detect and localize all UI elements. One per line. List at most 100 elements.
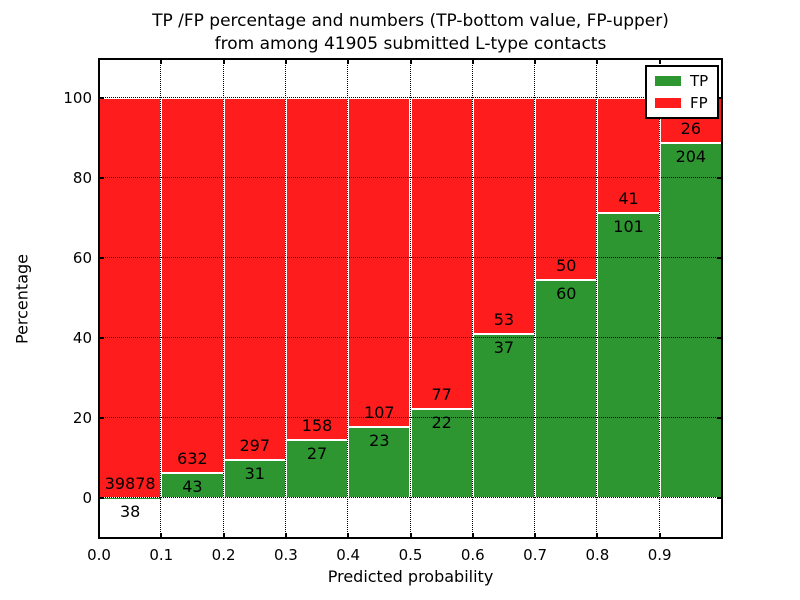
x-tick-mark [596, 59, 599, 64]
y-tick-mark [99, 177, 104, 179]
gridline-vertical [222, 59, 224, 538]
y-tick-mark [99, 497, 104, 499]
tp-legend-label: TP [690, 72, 709, 90]
y-tick-mark [717, 257, 722, 259]
gridline-vertical [160, 59, 162, 538]
y-tick-label: 0 [82, 489, 92, 507]
fp-count-label: 632 [177, 448, 208, 468]
x-tick-mark [658, 59, 661, 64]
fp-count-label: 77 [431, 385, 452, 405]
gridline-horizontal [99, 177, 722, 178]
y-tick-mark [99, 257, 104, 259]
tp-count-label: 204 [675, 147, 707, 167]
tp-count-label: 43 [182, 476, 203, 496]
y-tick-label: 60 [72, 249, 92, 267]
bar-segment-fp [348, 98, 411, 428]
gridline-vertical [471, 59, 473, 538]
fp-count-label: 297 [239, 436, 271, 456]
x-tick-label: 0.7 [523, 546, 548, 564]
bar-segment-fp [285, 98, 349, 440]
fp-count-label: 158 [301, 415, 333, 435]
y-tick-mark [99, 417, 104, 419]
y-tick-mark [717, 177, 722, 179]
x-axis-label: Predicted probability [327, 567, 494, 586]
x-tick-mark [534, 533, 537, 538]
x-tick-mark [160, 59, 163, 64]
x-tick-mark [409, 59, 412, 64]
y-axis-label: Percentage [12, 253, 32, 345]
x-tick-label: 0.4 [336, 546, 361, 564]
bars-layer [99, 59, 722, 538]
fp-count-label: 41 [618, 189, 639, 209]
annotations-layer: 39878 38 632 43 297 31 158 27 107 23 77 22 53 37 50 60 4… [99, 59, 722, 538]
fp-legend-label: FP [690, 94, 708, 112]
x-tick-label: 0.0 [87, 546, 111, 564]
y-tick-mark [717, 417, 722, 419]
x-tick-mark [409, 533, 412, 538]
gridline-vertical [409, 59, 411, 538]
x-tick-mark [160, 533, 163, 538]
gridline-horizontal [99, 337, 722, 338]
gridline-horizontal [99, 497, 722, 498]
y-tick-label: 20 [72, 409, 92, 427]
bar-segment-tp [659, 143, 722, 498]
fp-count-label: 26 [680, 119, 702, 139]
x-tick-label: 0.6 [460, 546, 485, 564]
y-tick-mark [99, 337, 104, 339]
gridline-vertical [534, 59, 536, 538]
bar-segment-tp [597, 213, 660, 498]
x-tick-label: 0.1 [149, 546, 174, 564]
chart-title-line1: TP /FP percentage and numbers (TP-bottom… [152, 11, 669, 31]
tp-count-label: 101 [613, 217, 644, 237]
x-tick-label: 0.2 [211, 546, 236, 564]
y-tick-label: 40 [72, 329, 92, 347]
x-tick-mark [471, 533, 474, 538]
chart-title: TP /FP percentage and numbers (TP-bottom… [99, 10, 722, 56]
tp-count-label: 60 [556, 283, 577, 303]
gridline-horizontal [99, 417, 722, 418]
legend-item-fp: FP [647, 92, 717, 114]
y-tick-mark [99, 97, 104, 99]
x-tick-label: 0.5 [398, 546, 423, 564]
fp-count-label: 39878 [104, 473, 156, 493]
gridline-horizontal [99, 97, 722, 98]
tp-count-label: 22 [431, 413, 452, 433]
legend-item-tp: TP [647, 70, 717, 92]
tp-count-label: 23 [369, 431, 390, 451]
x-tick-mark [596, 533, 599, 538]
x-tick-mark [222, 533, 225, 538]
chart-title-line2: from among 41905 submitted L-type contac… [214, 34, 607, 54]
x-tick-label: 0.9 [647, 546, 672, 564]
tp-count-label: 38 [119, 501, 141, 521]
plot-area: 39878 38 632 43 297 31 158 27 107 23 77 22 53 37 50 60 4… [98, 58, 723, 539]
bar-segment-tp [410, 409, 473, 498]
y-tick-label: 80 [72, 169, 92, 187]
gridline-vertical [347, 59, 349, 538]
gridline-horizontal [99, 257, 722, 258]
bar-segment-fp [161, 98, 224, 473]
bar-segment-tp [535, 279, 598, 498]
bar-segment-fp [223, 98, 286, 461]
x-tick-mark [347, 533, 350, 538]
fp-legend-swatch-icon [655, 98, 681, 108]
fp-count-label: 50 [556, 255, 577, 275]
fp-count-label: 53 [493, 309, 515, 329]
y-tick-mark [717, 337, 722, 339]
x-tick-label: 0.8 [585, 546, 610, 564]
x-tick-mark [284, 59, 287, 64]
gridline-vertical [596, 59, 598, 538]
gridline-vertical [658, 59, 660, 538]
tp-count-label: 37 [493, 337, 515, 357]
x-tick-label: 0.3 [273, 546, 298, 564]
gridline-vertical [284, 59, 286, 538]
tp-count-label: 27 [306, 443, 328, 463]
tp-count-label: 31 [244, 464, 265, 484]
x-tick-mark [222, 59, 225, 64]
bar-segment-fp [472, 98, 536, 334]
x-tick-mark [658, 533, 661, 538]
grid-layer [99, 59, 722, 538]
legend: TP FP [645, 65, 719, 119]
x-tick-mark [534, 59, 537, 64]
fp-count-label: 107 [364, 403, 395, 423]
